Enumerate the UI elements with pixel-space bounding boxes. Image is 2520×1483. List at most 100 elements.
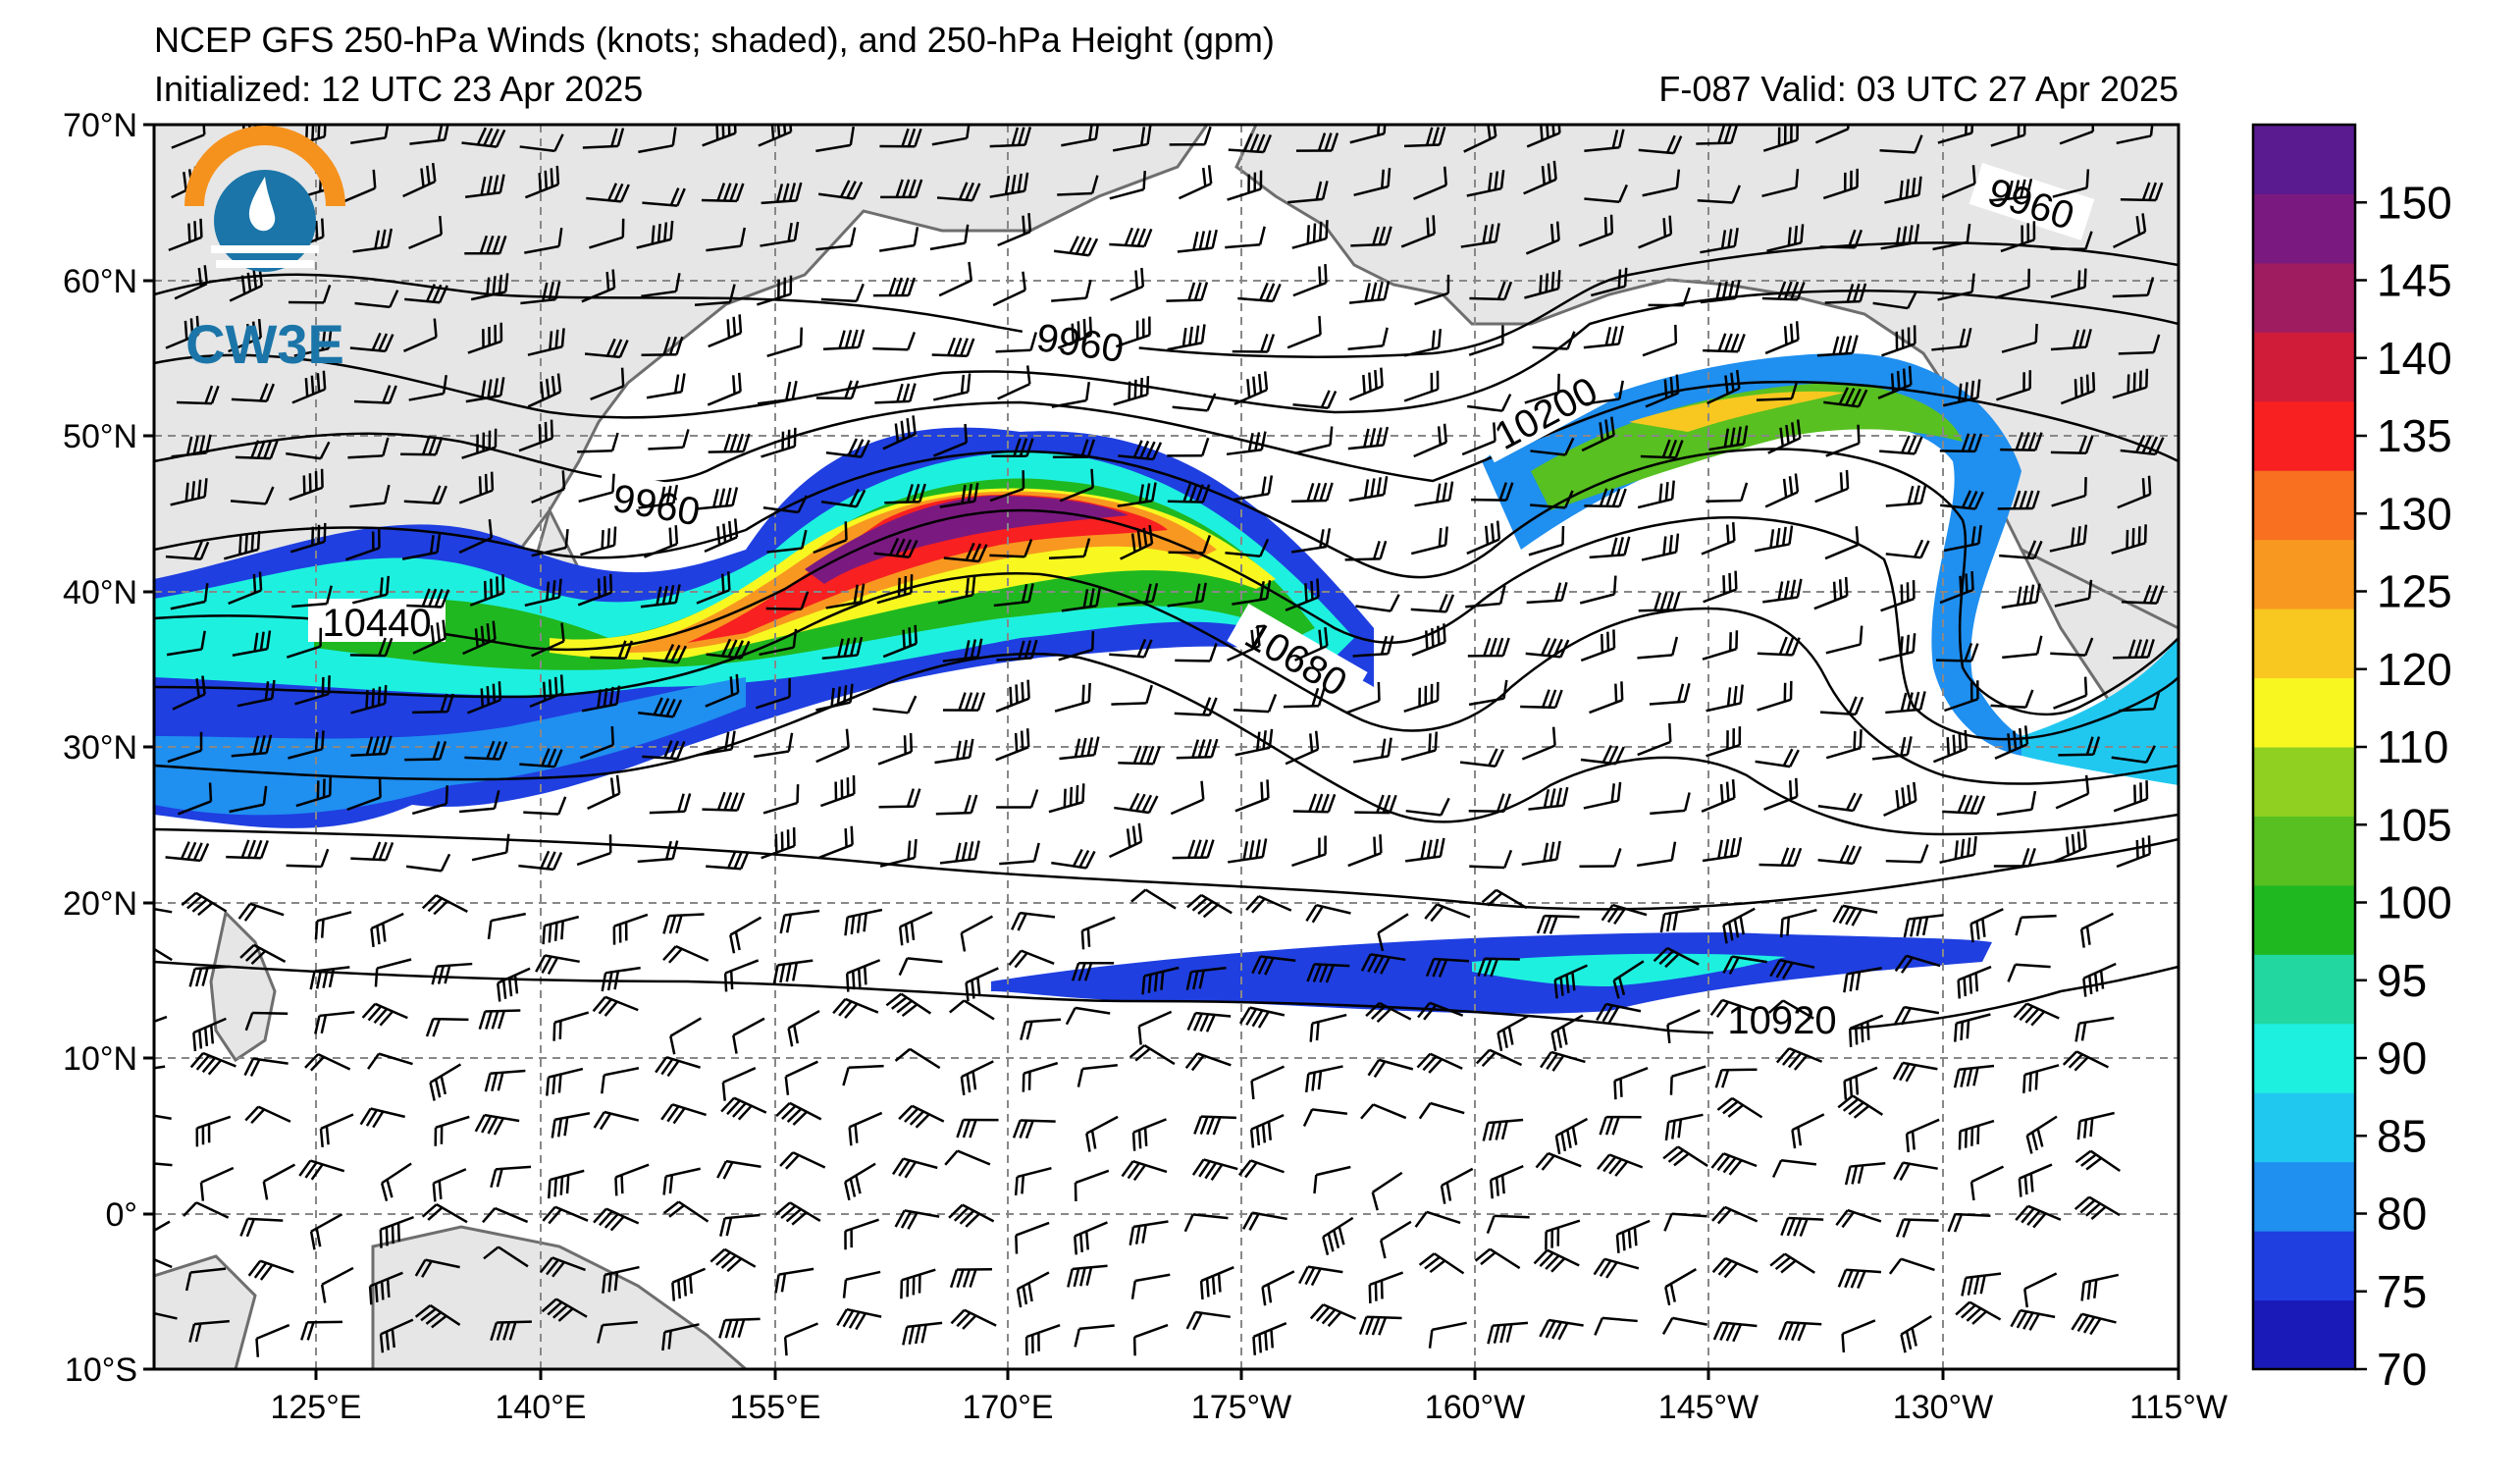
wind-barb [1022, 1061, 1059, 1092]
wind-barb [1885, 844, 1929, 864]
wind-barb [1109, 227, 1153, 248]
wind-barb [1466, 520, 1501, 556]
wind-barb [319, 1113, 354, 1147]
wind-barb [708, 314, 743, 348]
wind-barb [1061, 587, 1102, 612]
wind-barb [721, 1067, 757, 1101]
wind-barb [877, 732, 914, 766]
wind-barb [1993, 847, 2036, 868]
wind-barb [891, 1157, 938, 1179]
wind-barb [228, 571, 263, 606]
colorbar-segment [2253, 609, 2355, 679]
wind-barb [1117, 582, 1159, 607]
wind-barb [1581, 416, 1615, 452]
wind-barb [2112, 368, 2149, 399]
wind-barb [1819, 696, 1864, 716]
wind-barb [2050, 435, 2094, 455]
lat-label: 70°N [63, 107, 137, 144]
wind-barb [932, 423, 969, 457]
wind-barb [1468, 325, 1504, 356]
wind-barb [1523, 160, 1557, 195]
wind-barb [1814, 469, 1850, 503]
wind-barb [577, 432, 619, 453]
wind-barb [1232, 334, 1276, 353]
wind-barb [1662, 1145, 1708, 1168]
wind-barb [832, 997, 879, 1020]
wind-barb [1252, 1322, 1287, 1355]
wind-barb [813, 521, 848, 555]
wind-barb [1706, 482, 1749, 503]
wind-barb [761, 182, 803, 205]
wind-barb [524, 228, 563, 254]
wind-barb [872, 331, 917, 351]
wind-barb [2050, 637, 2094, 657]
wind-barb [1895, 1218, 1939, 1238]
wind-barb [762, 495, 808, 514]
colorbar-tick-label: 145 [2377, 255, 2452, 306]
wind-barb [760, 221, 800, 247]
wind-barb [518, 419, 553, 452]
wind-barb [1612, 960, 1645, 999]
wind-barb [1702, 836, 1743, 863]
wind-barb [701, 183, 745, 203]
wind-barb [1306, 963, 1350, 983]
wind-barb [1466, 170, 1505, 197]
wind-barb [948, 1203, 995, 1228]
wind-barb [2119, 690, 2161, 713]
wind-barb [546, 1067, 584, 1096]
wind-barb [671, 1267, 707, 1301]
wind-barb [1185, 1310, 1231, 1331]
wind-barb [1940, 490, 1984, 510]
wind-barb [937, 576, 976, 605]
wind-barb [1937, 273, 1975, 301]
colorbar-tick-label: 135 [2377, 410, 2452, 461]
lat-ticks [143, 123, 154, 1371]
lat-label: 10°S [65, 1351, 137, 1389]
wind-barb [1475, 1048, 1523, 1068]
wind-barb [1666, 1009, 1701, 1043]
wind-barb [529, 674, 564, 709]
wind-barb [775, 1101, 822, 1126]
wind-barb [931, 337, 975, 357]
wind-barb [1994, 268, 2030, 299]
wind-barb [1360, 1103, 1407, 1120]
wind-barb [697, 487, 739, 510]
wind-barb [716, 1159, 761, 1180]
wind-barb [243, 1057, 289, 1078]
wind-barb [421, 1203, 468, 1224]
wind-barb [935, 794, 978, 816]
wind-barb [1348, 367, 1384, 401]
wind-barb [404, 284, 448, 304]
wind-barb [783, 1322, 818, 1356]
wind-barb [819, 774, 856, 808]
wind-barb [1482, 1118, 1524, 1141]
wind-barb [349, 332, 394, 353]
wind-barb [2113, 639, 2155, 660]
colorbar-segment [2253, 677, 2355, 748]
wind-barb [1536, 914, 1580, 934]
wind-barb [593, 1110, 640, 1131]
wind-barb [787, 1009, 820, 1047]
wind-barb [1996, 370, 2032, 401]
wind-barb [1771, 1159, 1817, 1179]
jet-core-purple [805, 496, 1129, 584]
wind-barb [1347, 327, 1389, 350]
wind-barb [1878, 633, 1916, 662]
wind-barb [1888, 1257, 1935, 1275]
wind-barb [1825, 729, 1863, 760]
wind-barb [878, 788, 921, 809]
wind-barb [989, 172, 1029, 198]
wind-barb [402, 162, 437, 198]
wind-barb [228, 318, 262, 353]
wind-barb [638, 697, 683, 718]
wind-barb [226, 839, 269, 860]
lat-labels: 70°N 60°N 50°N 40°N 30°N 20°N 10°N 0° 10… [63, 107, 137, 1389]
wind-barb [1130, 1273, 1171, 1299]
wind-barb [458, 790, 500, 814]
wind-barb [286, 848, 330, 869]
wind-barb [414, 1258, 460, 1278]
wind-barb [2074, 1149, 2122, 1173]
wind-barb [2113, 213, 2147, 248]
wind-barb [1283, 687, 1326, 709]
wind-barb [942, 638, 983, 662]
